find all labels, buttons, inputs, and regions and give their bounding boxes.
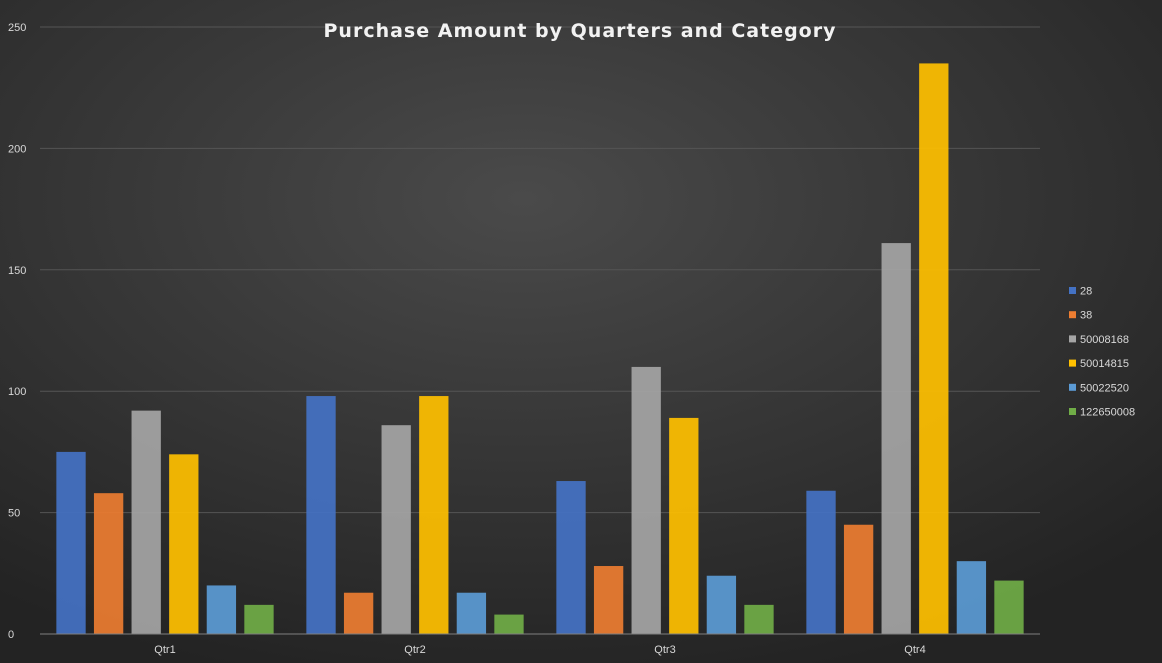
legend-label: 50022520 <box>1080 382 1129 394</box>
legend-label: 28 <box>1080 286 1092 298</box>
bar-qtr1-series-0 <box>56 451 86 634</box>
x-tick-label: Qtr4 <box>904 644 925 656</box>
bar-qtr2-series-2 <box>381 425 411 634</box>
legend-swatch <box>1069 287 1076 294</box>
bar-qtr4-series-1 <box>843 524 874 634</box>
bar-qtr1-series-1 <box>93 493 124 634</box>
bar-qtr3-series-1 <box>593 566 624 634</box>
bar-qtr1-series-4 <box>206 585 237 634</box>
chart-title: Purchase Amount by Quarters and Category <box>324 20 837 42</box>
bar-qtr3-series-5 <box>744 604 774 634</box>
legend-swatch <box>1069 408 1076 415</box>
legend-label: 50014815 <box>1080 358 1129 370</box>
y-tick-label: 100 <box>8 386 26 398</box>
legend-label: 50008168 <box>1080 334 1129 346</box>
bar-qtr3-series-4 <box>706 575 737 634</box>
bar-qtr2-series-3 <box>419 396 449 634</box>
bar-qtr4-series-3 <box>919 63 949 635</box>
y-tick-label: 0 <box>8 629 14 641</box>
legend-swatch <box>1069 311 1076 319</box>
bar-qtr4-series-2 <box>881 243 911 635</box>
y-axis-ticks: 0 50 100 150 200 250 <box>8 22 26 641</box>
legend-swatch <box>1069 383 1076 391</box>
y-tick-label: 50 <box>8 508 20 520</box>
x-tick-label: Qtr2 <box>404 644 425 656</box>
legend: 28 38 50008168 50014815 50022520 122650008 <box>1069 286 1135 419</box>
bar-qtr1-series-3 <box>169 454 199 634</box>
gridlines <box>40 26 1040 514</box>
y-tick-label: 250 <box>8 22 26 34</box>
legend-swatch <box>1069 335 1076 343</box>
bar-qtr3-series-2 <box>631 366 661 634</box>
bar-qtr1-series-5 <box>244 604 274 634</box>
x-axis-ticks: Qtr1 Qtr2 Qtr3 Qtr4 <box>154 644 925 656</box>
y-tick-label: 200 <box>8 143 26 155</box>
bar-qtr3-series-3 <box>669 417 699 634</box>
x-tick-label: Qtr3 <box>654 644 675 656</box>
bar-qtr1-series-2 <box>131 410 161 634</box>
y-tick-label: 150 <box>8 265 26 277</box>
bar-qtr3-series-0 <box>556 481 586 634</box>
x-tick-label: Qtr1 <box>154 644 175 656</box>
legend-label: 122650008 <box>1080 407 1135 419</box>
legend-swatch <box>1069 359 1076 367</box>
bar-qtr2-series-1 <box>343 592 374 634</box>
bar-qtr2-series-0 <box>306 396 336 634</box>
bar-qtr2-series-4 <box>456 592 487 634</box>
bar-qtr4-series-5 <box>994 580 1024 634</box>
legend-label: 38 <box>1080 310 1092 322</box>
bar-qtr4-series-4 <box>956 561 987 634</box>
bars <box>56 63 1024 635</box>
bar-qtr2-series-5 <box>494 614 524 634</box>
bar-qtr4-series-0 <box>806 490 836 634</box>
